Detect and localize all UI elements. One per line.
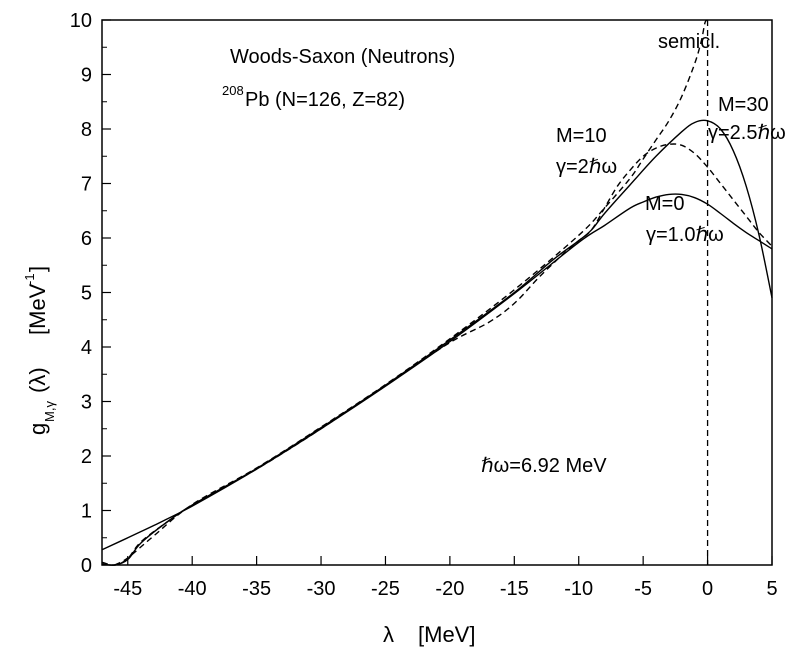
y-tick-label: 5 [81,283,92,305]
y-axis-unit-exp: -1 [22,273,37,285]
y-tick-label: 8 [81,119,92,141]
series-line-1 [101,193,773,551]
x-tick-label: 5 [766,578,777,600]
y-axis-unit-close: ] [25,266,50,272]
x-tick-label: -5 [634,578,652,600]
y-tick-label: 2 [81,446,92,468]
x-axis-symbol: λ [383,622,394,647]
axes-frame [101,19,773,566]
m30-gamma-label: γ=2.5ℏω [708,122,786,144]
y-tick-label: 4 [81,337,92,359]
x-tick-label: -10 [564,578,593,600]
m0-gamma-label: γ=1.0ℏω [646,224,724,246]
x-tick-label: -45 [113,578,142,600]
y-tick-label: 3 [81,392,92,414]
y-axis-main: g [25,423,50,435]
title-line2: Pb (N=126, Z=82) [245,89,405,111]
hbar-omega-label: ℏω=6.92 MeV [481,455,607,477]
y-axis-unit: [MeV [25,283,50,335]
y-tick-label: 0 [81,555,92,577]
x-tick-label: -25 [371,578,400,600]
m10-label: M=10 [556,125,607,147]
series-line-4 [114,19,709,566]
y-axis-sub: M,γ [42,401,57,422]
title-line1: Woods-Saxon (Neutrons) [230,46,455,68]
x-tick-label: -20 [435,578,464,600]
series-line-3 [101,143,773,566]
m0-label: M=0 [645,193,684,215]
title-line2-sup: 208 [222,83,244,98]
y-tick-label: 7 [81,174,92,196]
plot-frame [101,19,773,566]
x-tick-label: -30 [307,578,336,600]
y-axis-title: g M,γ (λ) [MeV -1 ] [22,266,57,435]
semicl-label: semicl. [658,31,720,53]
y-tick-label: 10 [70,10,92,32]
m10-gamma-label: γ=2ℏω [556,156,617,178]
y-tick-label: 6 [81,228,92,250]
y-tick-label: 1 [81,501,92,523]
y-axis-arg: (λ) [25,367,50,393]
tick-layer: -45 -40 -35 -30 -25 -20 -15 -10 -5 0 5 0 1 2 3 4 5 6 7 8 9 10 [70,10,778,600]
series-layer [101,19,773,566]
x-axis-unit: [MeV] [418,622,475,647]
y-tick-label: 9 [81,65,92,87]
m30-label: M=30 [718,94,769,116]
x-tick-label: 0 [702,578,713,600]
x-tick-label: -15 [500,578,529,600]
x-tick-label: -40 [178,578,207,600]
x-tick-label: -35 [242,578,271,600]
x-axis-title: λ [MeV] [383,622,475,647]
